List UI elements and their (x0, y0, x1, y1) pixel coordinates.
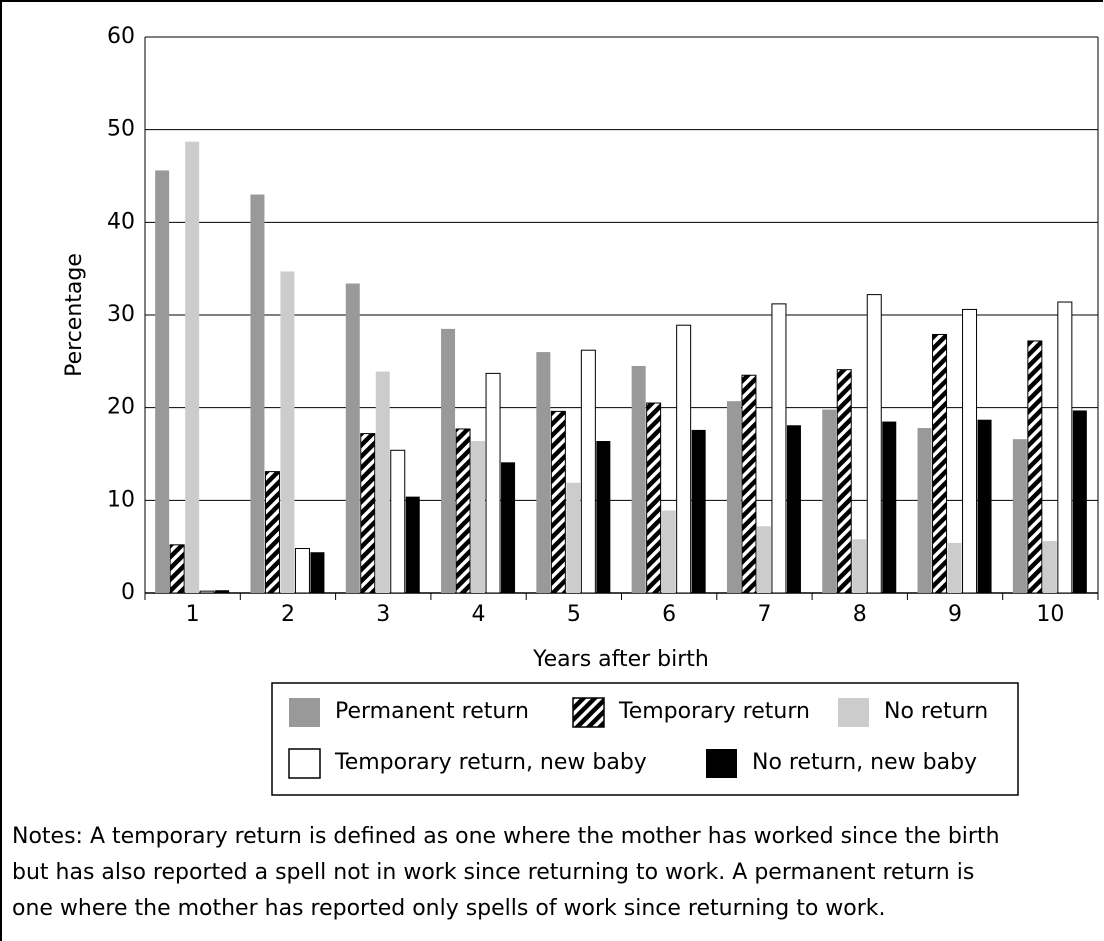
bar (550, 410, 566, 594)
x-tick-label: 5 (567, 602, 581, 627)
bar (485, 372, 501, 594)
bar (169, 544, 185, 594)
legend-label: Temporary return, new baby (334, 750, 647, 775)
bar (771, 303, 787, 594)
bar (852, 539, 867, 593)
legend-swatch (572, 697, 605, 728)
bar (455, 428, 471, 594)
bar (822, 409, 837, 593)
x-tick-label: 6 (662, 602, 676, 627)
y-tick-label: 10 (107, 487, 135, 512)
bar (631, 365, 646, 593)
bar (1057, 301, 1073, 594)
x-tick-label: 10 (1036, 602, 1064, 627)
x-tick-label: 7 (757, 602, 771, 627)
bar (836, 369, 852, 594)
legend-label: Permanent return (335, 699, 529, 724)
bar (1012, 439, 1027, 593)
bar (155, 170, 170, 593)
note: but has also reported a spell not in wor… (12, 860, 974, 885)
legend-swatch (706, 749, 737, 778)
bar (756, 526, 771, 593)
bar (932, 333, 948, 594)
legend-label: No return (884, 699, 988, 724)
bar (566, 482, 581, 593)
y-tick-label: 50 (107, 117, 135, 142)
bar (646, 402, 662, 594)
bar (866, 294, 882, 594)
y-tick-label: 0 (121, 580, 135, 605)
bar (947, 542, 962, 593)
legend-label: Temporary return (618, 699, 810, 724)
bar (536, 352, 551, 593)
bar (741, 374, 757, 594)
bar (310, 552, 325, 593)
bar (345, 283, 360, 593)
bar (280, 271, 295, 593)
bar (580, 349, 596, 594)
y-tick-label: 60 (107, 24, 135, 49)
x-tick-label: 9 (948, 602, 962, 627)
note: one where the mother has reported only s… (12, 896, 886, 921)
y-tick-label: 40 (107, 209, 135, 234)
bar (1072, 410, 1087, 593)
x-tick-label: 3 (376, 602, 390, 627)
bar (501, 462, 516, 593)
bar (977, 419, 992, 593)
bar (264, 471, 280, 594)
bar (215, 590, 230, 593)
x-tick-label: 8 (853, 602, 867, 627)
bar (390, 449, 406, 594)
bar (294, 548, 310, 594)
bar (1027, 340, 1043, 594)
bar (676, 324, 692, 594)
bar (441, 328, 456, 593)
x-axis-label: Years after birth (532, 647, 709, 672)
legend-swatch (288, 748, 321, 779)
bar (375, 371, 390, 593)
bar (917, 428, 932, 593)
note: Notes: A temporary return is defined as … (12, 824, 1000, 849)
x-tick-label: 1 (186, 602, 200, 627)
bar (691, 429, 706, 593)
bar (882, 421, 897, 593)
bar (405, 496, 420, 593)
bar (360, 433, 376, 594)
legend (271, 682, 1019, 796)
legend-swatch (289, 698, 320, 727)
bar (596, 441, 611, 593)
bar (185, 141, 200, 594)
bar (726, 401, 741, 593)
bar (1042, 541, 1057, 593)
bar (661, 510, 676, 593)
x-tick-label: 4 (472, 602, 486, 627)
x-tick-label: 2 (281, 602, 295, 627)
bar (471, 441, 486, 593)
bar (786, 425, 801, 593)
bar (199, 590, 215, 594)
y-tick-label: 30 (107, 302, 135, 327)
legend-label: No return, new baby (752, 750, 977, 775)
legend-swatch (838, 698, 869, 727)
y-axis-label: Percentage (62, 253, 87, 377)
bar (962, 308, 978, 594)
bar (250, 194, 265, 594)
y-tick-label: 20 (107, 395, 135, 420)
